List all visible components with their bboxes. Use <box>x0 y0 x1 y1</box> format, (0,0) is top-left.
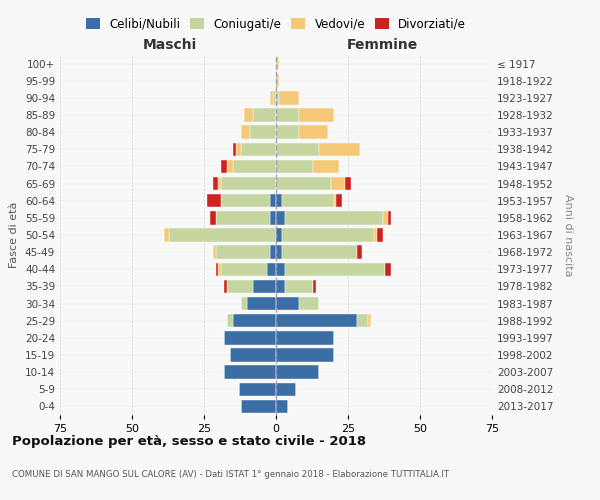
Bar <box>218 262 221 276</box>
Bar <box>233 314 276 328</box>
Bar <box>319 142 359 156</box>
Bar <box>241 400 276 413</box>
Bar <box>385 262 391 276</box>
Y-axis label: Fasce di età: Fasce di età <box>10 202 19 268</box>
Bar <box>224 366 276 379</box>
Bar <box>276 74 279 88</box>
Bar <box>276 382 296 396</box>
Bar <box>276 194 282 207</box>
Bar <box>212 177 218 190</box>
Bar <box>253 280 276 293</box>
Bar <box>284 262 385 276</box>
Bar <box>279 91 299 104</box>
Bar <box>221 177 276 190</box>
Bar <box>334 194 337 207</box>
Bar <box>276 348 334 362</box>
Bar <box>276 211 284 224</box>
Bar <box>299 297 319 310</box>
Bar <box>210 211 215 224</box>
Bar <box>356 246 362 259</box>
Bar <box>282 228 374 241</box>
Bar <box>276 160 313 173</box>
Bar <box>374 228 377 241</box>
Bar <box>383 211 388 224</box>
Bar <box>299 126 328 139</box>
Bar <box>276 331 334 344</box>
Bar <box>276 91 279 104</box>
Text: Femmine: Femmine <box>347 38 418 52</box>
Bar <box>253 108 276 122</box>
Bar <box>169 228 276 241</box>
Bar <box>233 142 236 156</box>
Bar <box>284 280 313 293</box>
Bar <box>227 160 233 173</box>
Bar <box>164 228 169 241</box>
Bar <box>250 126 276 139</box>
Bar <box>276 262 284 276</box>
Bar <box>241 142 276 156</box>
Bar <box>241 126 250 139</box>
Bar <box>221 194 270 207</box>
Bar <box>215 246 270 259</box>
Bar <box>224 331 276 344</box>
Bar <box>276 400 287 413</box>
Bar <box>230 348 276 362</box>
Y-axis label: Anni di nascita: Anni di nascita <box>563 194 573 276</box>
Bar <box>270 246 276 259</box>
Text: Maschi: Maschi <box>142 38 197 52</box>
Bar <box>215 211 270 224</box>
Bar <box>377 228 383 241</box>
Bar <box>276 297 299 310</box>
Bar <box>388 211 391 224</box>
Bar <box>241 297 247 310</box>
Bar <box>239 382 276 396</box>
Bar <box>282 246 356 259</box>
Text: COMUNE DI SAN MANGO SUL CALORE (AV) - Dati ISTAT 1° gennaio 2018 - Elaborazione : COMUNE DI SAN MANGO SUL CALORE (AV) - Da… <box>12 470 449 479</box>
Bar <box>368 314 371 328</box>
Bar <box>276 314 356 328</box>
Bar <box>221 160 227 173</box>
Bar <box>227 314 233 328</box>
Bar <box>345 177 351 190</box>
Bar <box>207 194 221 207</box>
Bar <box>244 108 253 122</box>
Bar <box>276 280 284 293</box>
Bar <box>215 262 218 276</box>
Bar <box>337 194 342 207</box>
Bar <box>313 160 340 173</box>
Bar <box>276 177 331 190</box>
Bar <box>276 57 279 70</box>
Legend: Celibi/Nubili, Coniugati/e, Vedovi/e, Divorziati/e: Celibi/Nubili, Coniugati/e, Vedovi/e, Di… <box>82 14 470 34</box>
Bar <box>276 228 282 241</box>
Bar <box>247 297 276 310</box>
Bar <box>218 177 221 190</box>
Text: Popolazione per età, sesso e stato civile - 2018: Popolazione per età, sesso e stato civil… <box>12 435 366 448</box>
Bar <box>276 246 282 259</box>
Bar <box>236 142 241 156</box>
Bar <box>221 262 268 276</box>
Bar <box>233 160 276 173</box>
Bar <box>268 262 276 276</box>
Bar <box>282 194 334 207</box>
Bar <box>313 280 316 293</box>
Bar <box>273 91 276 104</box>
Bar <box>276 108 299 122</box>
Bar <box>224 280 227 293</box>
Bar <box>276 126 299 139</box>
Bar <box>270 194 276 207</box>
Bar <box>270 211 276 224</box>
Bar <box>227 280 253 293</box>
Bar <box>276 142 319 156</box>
Bar <box>270 91 273 104</box>
Bar <box>331 177 345 190</box>
Bar <box>276 366 319 379</box>
Bar <box>212 246 215 259</box>
Bar <box>284 211 383 224</box>
Bar <box>299 108 334 122</box>
Bar <box>356 314 368 328</box>
